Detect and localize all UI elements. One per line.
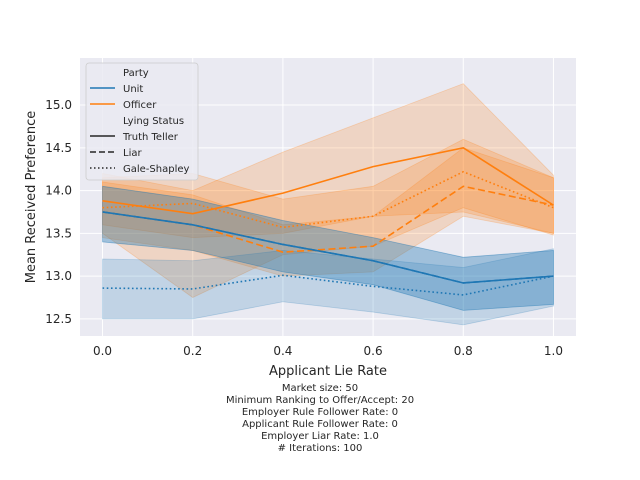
grid [80,58,576,336]
x-axis-ticks: 0.0 0.2 0.4 0.6 0.8 1.0 [93,344,563,358]
y-axis-ticks: 12.5 13.0 13.5 14.0 14.5 15.0 [45,98,72,326]
ci-band-officer-liar [102,147,554,277]
caption: Market size: 50 Minimum Ranking to Offer… [226,383,414,454]
caption-line: Employer Liar Rate: 1.0 [261,431,379,442]
legend-unit-label: Unit [123,84,143,95]
ci-band-officer-truth-teller [102,83,554,239]
x-tick-label: 0.0 [93,344,112,358]
ci-band-unit-gale-shapley [102,248,554,326]
series-line-unit-gale-shapley [102,274,554,296]
y-tick-label: 13.5 [45,226,72,240]
ci-band-unit-liar [102,185,554,311]
x-tick-label: 1.0 [544,344,563,358]
series-lines [102,146,554,296]
caption-line: Applicant Rule Follower Rate: 0 [242,419,398,430]
x-tick-label: 0.2 [183,344,202,358]
ci-band-officer-gale-shapley [102,138,554,298]
x-axis-label: Applicant Lie Rate [269,364,387,379]
caption-line: Minimum Ranking to Offer/Accept: 20 [226,395,414,406]
ci-band-unit-truth-teller [102,185,554,311]
legend-officer-label: Officer [123,100,157,111]
x-tick-label: 0.6 [364,344,383,358]
caption-line: # Iterations: 100 [278,443,363,454]
legend-gs-label: Gale-Shapley [123,164,190,175]
x-tick-label: 0.4 [273,344,292,358]
y-tick-label: 14.5 [45,141,72,155]
legend-truth-label: Truth Teller [122,132,179,143]
series-line-unit-liar [102,211,554,284]
legend-liar-label: Liar [123,148,142,159]
y-tick-label: 13.0 [45,269,72,283]
confidence-bands [102,83,554,326]
y-axis-label: Mean Received Preference [24,111,39,284]
y-tick-label: 12.5 [45,312,72,326]
x-tick-label: 0.8 [454,344,473,358]
legend-party-title: Party [123,68,149,79]
series-line-officer-truth-teller [102,146,554,215]
y-tick-label: 14.0 [45,184,72,198]
caption-line: Market size: 50 [282,383,358,394]
caption-line: Employer Rule Follower Rate: 0 [242,407,398,418]
legend-box [85,62,199,181]
legend-lying-title: Lying Status [123,116,184,127]
series-line-officer-gale-shapley [102,170,554,229]
y-tick-label: 15.0 [45,98,72,112]
legend: Party Unit Officer Lying Status Truth Te… [85,62,199,181]
